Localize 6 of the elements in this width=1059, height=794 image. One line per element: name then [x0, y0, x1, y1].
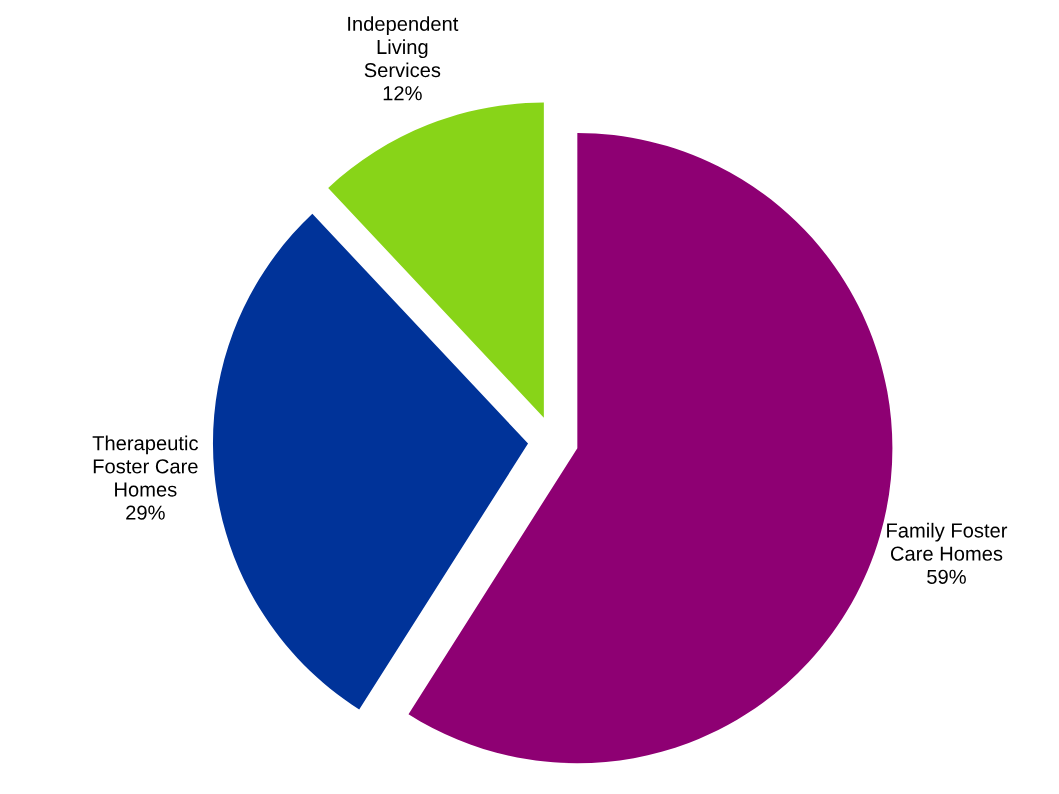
data-label: 29% — [126, 505, 165, 520]
data-label: 59% — [927, 569, 966, 584]
slice-label: Family Foster Care Homes — [887, 522, 1008, 561]
slice-label: Independent Living Services — [348, 16, 459, 78]
data-label: 12% — [383, 86, 422, 101]
slice-label: Therapeutic Foster Care Homes — [92, 435, 198, 497]
